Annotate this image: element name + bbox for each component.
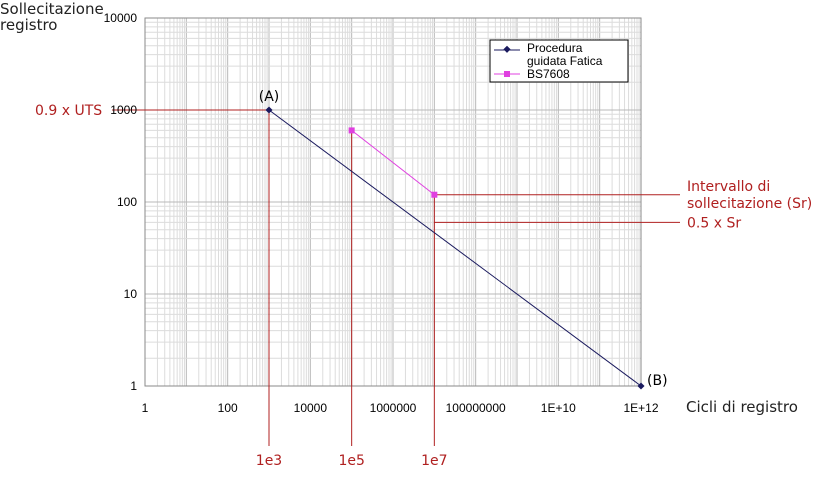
x-tick-label: 1E+10 — [541, 401, 576, 415]
reference-label-vertical: 1e5 — [338, 453, 364, 469]
reference-label-horizontal: Intervallo di — [687, 179, 770, 195]
plot-border — [144, 17, 642, 387]
x-tick-label: 1E+12 — [623, 401, 658, 415]
x-tick-label: 100 — [218, 401, 238, 415]
y-tick-label: 100 — [117, 195, 137, 209]
reference-label-vertical: 1e3 — [256, 453, 282, 469]
point-label: (B) — [647, 373, 668, 389]
y-tick-label: 10 — [124, 287, 138, 301]
reference-label-horizontal: 0.5 x Sr — [687, 215, 741, 231]
series-line — [351, 130, 435, 196]
tick-labels: 1 100 10000 1000000 100000000 1E+10 1E+12 1 10 10… — [104, 11, 659, 415]
point-label: (A) — [259, 89, 280, 105]
y-axis-title-line-1: Sollecitazione — [0, 0, 104, 18]
reference-label-vertical: 1e7 — [421, 453, 447, 469]
reference-lines: 1e3 1e5 1e7 0.9 x UTS Intervallo disollecita… — [35, 103, 812, 469]
x-tick-label: 1 — [142, 401, 149, 415]
x-axis-title: Cicli di registro — [686, 398, 798, 416]
x-tick-label: 1000000 — [370, 401, 417, 415]
series-point — [431, 191, 438, 198]
x-tick-label: 10000 — [294, 401, 328, 415]
legend-label-fatica-line-2: guidata Fatica — [527, 54, 603, 68]
annotation-labels: (A) (B) — [259, 89, 668, 389]
y-tick-label: 10000 — [104, 11, 138, 25]
series-layer — [265, 106, 645, 390]
y-tick-label: 1000 — [110, 103, 137, 117]
legend-label-bs7608: BS7608 — [527, 67, 570, 81]
legend-label-fatica-line-1: Procedura — [527, 41, 583, 55]
series-point — [637, 382, 645, 390]
y-tick-label: 1 — [130, 379, 137, 393]
y-axis-title-line-2: registro — [0, 16, 57, 34]
x-tick-label: 100000000 — [446, 401, 506, 415]
series-point — [265, 106, 273, 114]
reference-label-horizontal: sollecitazione (Sr) — [687, 196, 812, 212]
legend-box — [489, 39, 629, 83]
reference-label-horizontal: 0.9 x UTS — [35, 103, 102, 119]
legend-marker-fatica — [503, 45, 511, 53]
series-point — [348, 127, 355, 134]
legend: Procedura guidata Fatica BS7608 — [489, 39, 629, 83]
legend-marker-bs7608 — [504, 71, 510, 77]
series-line — [268, 109, 642, 387]
